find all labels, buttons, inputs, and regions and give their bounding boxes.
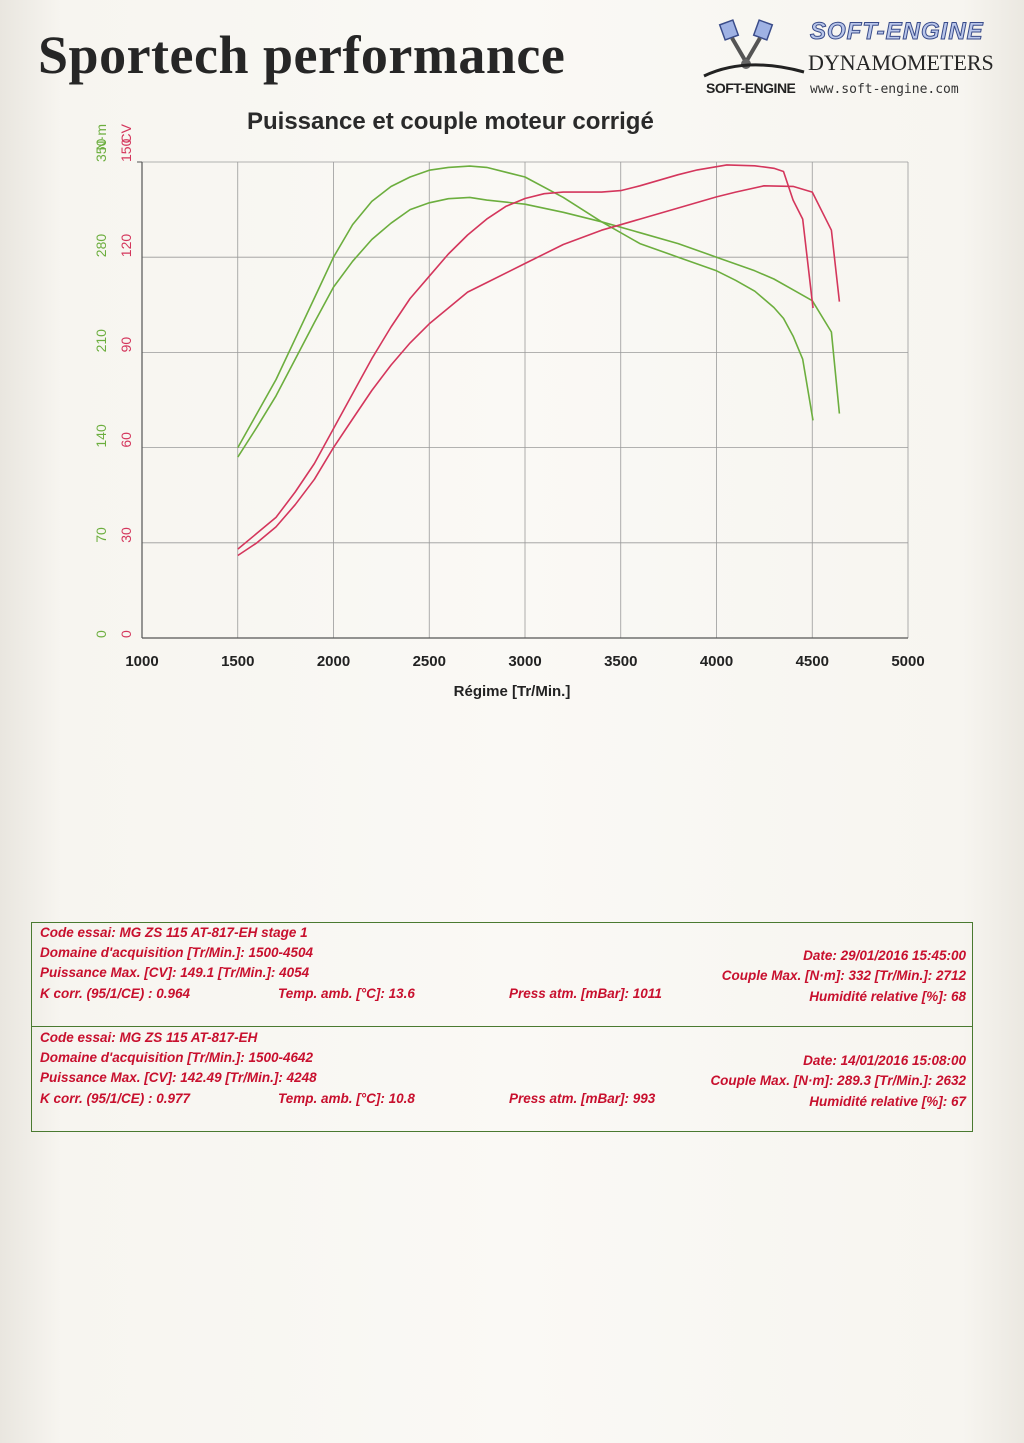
test-2-couple: Couple Max. [N·m]: 289.3 [Tr/Min.]: 2632 xyxy=(710,1073,966,1088)
y-unit-power: CV xyxy=(118,123,134,143)
test-1-press: Press atm. [mBar]: 1011 xyxy=(509,986,662,1001)
test-1-code: Code essai: MG ZS 115 AT-817-EH stage 1 xyxy=(40,925,308,940)
y-tick-label-power: 60 xyxy=(118,432,134,448)
test-2-date: Date: 14/01/2016 15:08:00 xyxy=(803,1053,966,1068)
chart-title: Puissance et couple moteur corrigé xyxy=(247,108,654,135)
test-1-domaine: Domaine d'acquisition [Tr/Min.]: 1500-45… xyxy=(40,945,314,960)
torque-curve-2 xyxy=(237,165,814,448)
page-title: Sportech performance xyxy=(38,25,566,85)
x-tick-label: 3500 xyxy=(604,653,637,670)
x-tick-label: 1500 xyxy=(221,653,254,670)
test-2-humidite: Humidité relative [%]: 67 xyxy=(809,1094,966,1109)
test-1-puissance: Puissance Max. [CV]: 149.1 [Tr/Min.]: 40… xyxy=(40,965,310,980)
logo-small-text: SOFT-ENGINE xyxy=(706,80,796,96)
logo-url-text: www.soft-engine.com xyxy=(810,82,959,97)
torque-curve-1 xyxy=(237,196,841,458)
y-tick-label-torque: 280 xyxy=(93,234,109,258)
logo-dynamometers-text: DYNAMOMETERS xyxy=(808,50,994,75)
x-tick-label: 1000 xyxy=(125,653,158,670)
test-2-domaine: Domaine d'acquisition [Tr/Min.]: 1500-46… xyxy=(40,1050,314,1065)
power-curve-1 xyxy=(237,185,841,557)
y-tick-label-torque: 140 xyxy=(93,424,109,448)
y-tick-label-power: 120 xyxy=(118,234,134,258)
dyno-chart: 1000 1500 2000 2500 3000 3500 4000 4500 5000Régi… xyxy=(93,123,925,700)
y-tick-label-torque: 0 xyxy=(93,630,109,638)
test-2-press: Press atm. [mBar]: 993 xyxy=(509,1091,656,1106)
y-unit-torque: N·m xyxy=(93,124,109,150)
y-tick-label-power: 90 xyxy=(118,337,134,353)
test-1-kcorr: K corr. (95/1/CE) : 0.964 xyxy=(40,986,191,1001)
test-2-temp: Temp. amb. [°C]: 10.8 xyxy=(278,1091,415,1106)
y-tick-label-power: 0 xyxy=(118,630,134,638)
y-tick-label-power: 30 xyxy=(118,527,134,543)
y-tick-label-torque: 350 xyxy=(93,138,109,162)
y-tick-label-torque: 210 xyxy=(93,329,109,353)
logo-brand-text: SOFT-ENGINE xyxy=(810,18,984,46)
test-2-puissance: Puissance Max. [CV]: 142.49 [Tr/Min.]: 4… xyxy=(40,1070,317,1085)
y-tick-label-torque: 70 xyxy=(93,527,109,543)
test-1-couple: Couple Max. [N·m]: 332 [Tr/Min.]: 2712 xyxy=(721,968,966,983)
x-tick-label: 4500 xyxy=(796,653,829,670)
test-2-kcorr: K corr. (95/1/CE) : 0.977 xyxy=(40,1091,191,1106)
soft-engine-logo: SOFT-ENGINE DYNAMOMETERS www.soft-engine… xyxy=(690,14,1010,104)
power-curve-2 xyxy=(237,164,814,550)
test-2-code: Code essai: MG ZS 115 AT-817-EH xyxy=(40,1030,258,1045)
test-1-temp: Temp. amb. [°C]: 13.6 xyxy=(278,986,415,1001)
x-tick-label: 2500 xyxy=(413,653,446,670)
x-axis-label: Régime [Tr/Min.] xyxy=(454,683,571,700)
test-info-box-1: Code essai: MG ZS 115 AT-817-EH stage 1 D… xyxy=(31,922,973,1027)
x-tick-label: 3000 xyxy=(508,653,541,670)
x-tick-label: 2000 xyxy=(317,653,350,670)
x-tick-label: 5000 xyxy=(891,653,924,670)
test-info-box-2: Code essai: MG ZS 115 AT-817-EH Domaine d… xyxy=(31,1025,973,1132)
test-1-humidite: Humidité relative [%]: 68 xyxy=(809,989,966,1004)
test-1-date: Date: 29/01/2016 15:45:00 xyxy=(803,948,966,963)
piston-logo-icon xyxy=(703,19,805,78)
y-tick-label-power: 150 xyxy=(118,138,134,162)
x-tick-label: 4000 xyxy=(700,653,733,670)
